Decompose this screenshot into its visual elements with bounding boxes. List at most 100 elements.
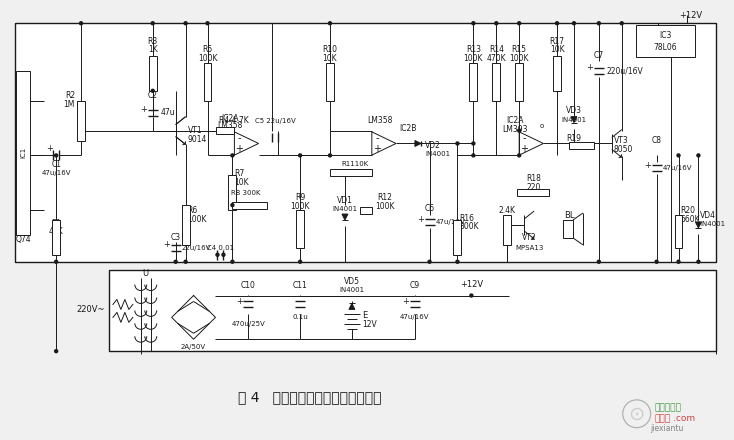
Text: R8 300K: R8 300K [230,190,260,196]
Circle shape [231,204,234,207]
Text: 9014: 9014 [188,135,207,144]
Text: IC1: IC1 [21,147,26,158]
Text: 100K: 100K [464,54,483,62]
Text: 300K: 300K [459,223,479,231]
Circle shape [206,22,209,25]
Circle shape [329,22,332,25]
Bar [77,101,85,140]
Bar [149,56,157,91]
Circle shape [517,154,520,157]
Circle shape [79,22,82,25]
Circle shape [472,154,475,157]
Text: BL: BL [564,210,574,220]
Polygon shape [415,140,421,147]
Circle shape [573,22,575,25]
Bar [636,25,695,57]
Text: C9: C9 [410,281,420,290]
Text: IN4001: IN4001 [700,221,725,227]
Circle shape [428,260,431,263]
Text: -: - [238,133,241,143]
Bar [52,220,60,255]
Text: 100K: 100K [291,202,310,211]
Text: 220u/16V: 220u/16V [607,66,644,75]
Text: R18: R18 [527,174,542,183]
Bar [470,63,477,101]
Text: R12: R12 [377,193,392,202]
Text: C7: C7 [594,51,604,59]
Text: 470K: 470K [487,54,506,62]
Bar [454,220,462,255]
Polygon shape [695,222,702,228]
Bar [493,63,501,101]
Text: IC2A: IC2A [506,116,524,125]
Text: LM393: LM393 [503,125,528,134]
Text: VD3: VD3 [566,106,582,115]
Text: o: o [540,123,544,128]
Text: C6: C6 [424,204,435,213]
Bar [504,215,511,245]
Text: -: - [523,133,526,143]
Text: IN4001: IN4001 [425,151,450,158]
Text: 图 4   红外线探测防盗报警器电路图: 图 4 红外线探测防盗报警器电路图 [239,390,382,404]
Text: R13: R13 [466,44,481,54]
Text: IC3: IC3 [659,31,672,40]
Bar [181,205,189,245]
Text: IN4001: IN4001 [562,117,586,123]
Text: 1K: 1K [148,44,158,54]
Text: R2: R2 [65,91,75,100]
Circle shape [54,260,58,263]
Text: R3: R3 [148,37,158,46]
Bar [360,207,372,213]
Bar [296,210,304,248]
Text: U: U [142,269,149,278]
Text: 47u: 47u [161,108,175,117]
Polygon shape [571,117,577,123]
Circle shape [556,22,559,25]
Polygon shape [349,304,355,309]
Text: 220V~: 220V~ [77,305,105,314]
Text: VD2: VD2 [425,141,440,150]
Circle shape [222,253,225,256]
Text: IN4001: IN4001 [333,206,357,212]
Polygon shape [342,214,348,220]
Text: C2: C2 [148,91,158,100]
Text: 0.1u: 0.1u [292,315,308,320]
Text: 22u/16V: 22u/16V [181,245,211,251]
Text: 47u/16V: 47u/16V [435,219,465,225]
Text: 560K: 560K [680,215,700,224]
Bar [15,23,716,262]
Bar [563,220,573,238]
Bar [675,215,683,248]
Circle shape [174,260,177,263]
Circle shape [677,260,680,263]
Text: R19: R19 [567,134,581,143]
Text: +: + [417,215,424,224]
Text: -: - [375,133,379,143]
Text: +12V: +12V [459,280,483,289]
Text: R9: R9 [295,193,305,202]
Text: R17: R17 [550,37,564,46]
Circle shape [517,22,520,25]
Text: 10K: 10K [323,54,338,62]
Text: R7: R7 [234,169,244,178]
Text: LM358: LM358 [218,121,243,130]
Text: R15: R15 [512,44,527,54]
Text: +: + [644,161,651,170]
Text: jiexiantu: jiexiantu [650,424,683,433]
Text: ⊙: ⊙ [628,404,645,423]
Text: VT2: VT2 [522,233,537,242]
Text: 100K: 100K [375,202,394,211]
Text: +: + [586,63,593,73]
Circle shape [456,142,459,145]
Text: C10: C10 [241,281,255,290]
Text: +: + [520,144,528,154]
Bar [228,175,236,210]
Text: +12V: +12V [679,11,702,20]
Text: VT1: VT1 [188,126,203,135]
Text: R16: R16 [459,213,474,223]
Text: 电子发烧友: 电子发烧友 [655,403,681,412]
Bar [515,63,523,101]
Text: 12V: 12V [362,320,377,329]
Text: Q74: Q74 [15,235,31,244]
Text: IC2B: IC2B [400,124,417,133]
